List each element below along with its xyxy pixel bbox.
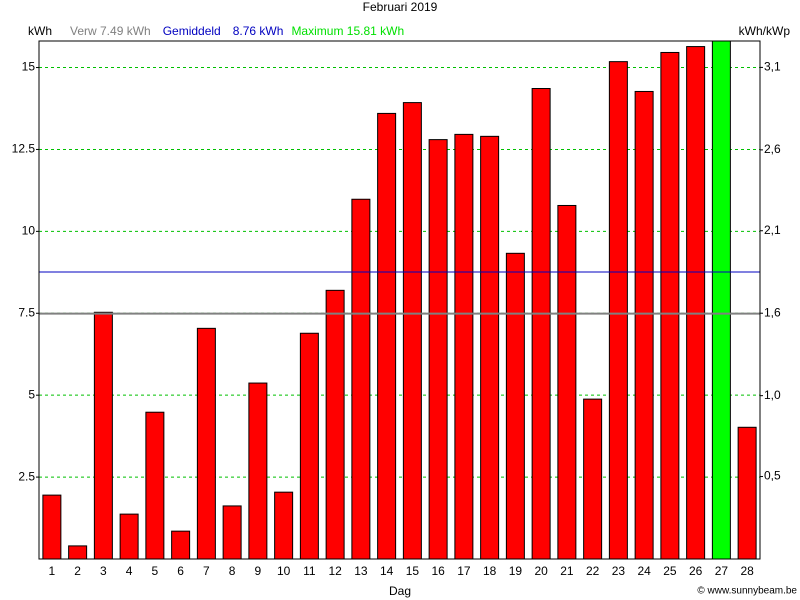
x-tick-label: 14 bbox=[380, 564, 394, 578]
bar bbox=[737, 426, 757, 560]
bar bbox=[248, 382, 268, 560]
bar bbox=[171, 530, 191, 560]
bar bbox=[377, 112, 397, 560]
y2-tick-label: 3,1 bbox=[764, 60, 781, 74]
x-tick-label: 28 bbox=[740, 564, 754, 578]
x-tick-label: 24 bbox=[637, 564, 651, 578]
plot-border bbox=[38, 40, 761, 560]
x-tick-label: 27 bbox=[715, 564, 729, 578]
chart-title: Februari 2019 bbox=[363, 0, 438, 14]
bar bbox=[505, 252, 525, 560]
x-tick-label: 19 bbox=[509, 564, 523, 578]
y-tick-label: 15 bbox=[22, 60, 36, 74]
x-tick-label: 18 bbox=[483, 564, 497, 578]
x-tick-label: 26 bbox=[689, 564, 703, 578]
bar bbox=[428, 139, 448, 560]
bar bbox=[274, 491, 294, 560]
bar bbox=[68, 545, 88, 560]
x-tick-label: 17 bbox=[457, 564, 471, 578]
bar bbox=[557, 204, 577, 560]
x-tick-label: 1 bbox=[49, 564, 56, 578]
y-axis-label: kWh bbox=[28, 24, 52, 38]
bar bbox=[402, 102, 422, 560]
x-tick-label: 15 bbox=[406, 564, 420, 578]
x-tick-label: 6 bbox=[177, 564, 184, 578]
bar bbox=[531, 88, 551, 560]
bar bbox=[299, 332, 319, 560]
bar bbox=[93, 311, 113, 560]
bar bbox=[119, 513, 139, 560]
y-tick-label: 2.5 bbox=[18, 469, 35, 483]
x-tick-label: 20 bbox=[534, 564, 548, 578]
y2-tick-label: 1,0 bbox=[764, 388, 781, 402]
bar bbox=[145, 411, 165, 560]
legend-label: Gemiddeld bbox=[163, 24, 221, 38]
y2-tick-label: 0,5 bbox=[764, 469, 781, 483]
y-tick-label: 7.5 bbox=[18, 305, 35, 319]
legend-label: Verw 7.49 kWh bbox=[70, 24, 151, 38]
y2-tick-label: 2,6 bbox=[764, 142, 781, 156]
y2-tick-label: 2,1 bbox=[764, 223, 781, 237]
x-tick-label: 21 bbox=[560, 564, 574, 578]
x-tick-label: 11 bbox=[303, 564, 316, 578]
bar bbox=[325, 289, 345, 560]
y-tick-label: 5 bbox=[28, 387, 35, 401]
bar bbox=[454, 133, 474, 560]
x-tick-label: 5 bbox=[152, 564, 159, 578]
x-tick-label: 25 bbox=[663, 564, 677, 578]
bar bbox=[42, 494, 62, 560]
bar bbox=[222, 505, 242, 560]
annotation: Maximum 15.81 kWh bbox=[291, 24, 404, 38]
x-tick-label: 4 bbox=[126, 564, 133, 578]
bar bbox=[196, 327, 216, 560]
x-axis-label: Dag bbox=[389, 584, 411, 598]
bar bbox=[660, 51, 680, 560]
x-tick-label: 13 bbox=[354, 564, 368, 578]
x-tick-label: 22 bbox=[586, 564, 600, 578]
bar bbox=[634, 90, 654, 560]
x-tick-label: 23 bbox=[612, 564, 626, 578]
y-tick-label: 10 bbox=[22, 224, 36, 238]
x-tick-label: 12 bbox=[328, 564, 342, 578]
x-tick-label: 2 bbox=[74, 564, 81, 578]
y2-axis-label: kWh/kWp bbox=[739, 24, 791, 38]
x-tick-label: 3 bbox=[100, 564, 107, 578]
bar bbox=[686, 46, 706, 560]
legend-value: 8.76 kWh bbox=[233, 24, 284, 38]
bar bbox=[480, 135, 500, 560]
x-tick-label: 9 bbox=[255, 564, 262, 578]
x-tick-label: 10 bbox=[277, 564, 291, 578]
x-tick-label: 8 bbox=[229, 564, 236, 578]
x-tick-label: 16 bbox=[431, 564, 445, 578]
bar bbox=[583, 398, 603, 560]
x-tick-label: 7 bbox=[203, 564, 210, 578]
footer: © www.sunnybeam.be bbox=[697, 586, 797, 597]
bar bbox=[711, 40, 731, 560]
y2-tick-label: 1,6 bbox=[764, 305, 781, 319]
y-tick-label: 12.5 bbox=[12, 142, 36, 156]
bar bbox=[608, 61, 628, 560]
bar bbox=[351, 198, 371, 560]
